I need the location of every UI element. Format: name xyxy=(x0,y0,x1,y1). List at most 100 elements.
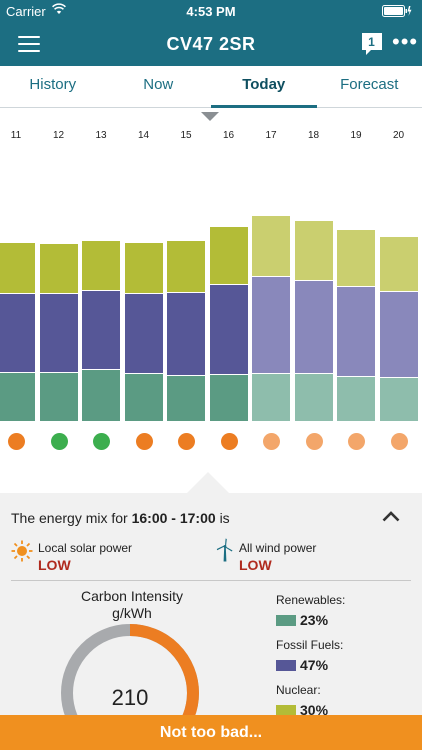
mix-heading-suffix: is xyxy=(219,510,230,526)
nuclear-segment xyxy=(0,243,35,294)
hour-label: 19 xyxy=(350,130,362,141)
tab-now[interactable]: Now xyxy=(143,76,174,93)
fossil-segment xyxy=(252,277,290,374)
battery-icon xyxy=(382,5,412,17)
renewables-segment xyxy=(82,370,120,421)
tab-bar: History Now Today Forecast xyxy=(0,66,422,108)
hour-bar[interactable] xyxy=(379,237,418,421)
hour-label: 15 xyxy=(180,130,192,141)
hour-bar[interactable] xyxy=(39,244,78,421)
fossil-segment xyxy=(82,291,120,370)
renewables-segment xyxy=(124,374,163,421)
status-bar: Carrier 4:53 PM xyxy=(0,0,422,22)
mix-label: Nuclear: xyxy=(276,683,321,697)
wind-turbine-icon xyxy=(216,538,233,562)
tab-history[interactable]: History xyxy=(29,76,77,93)
hour-bar[interactable] xyxy=(167,241,205,421)
renewables-segment xyxy=(379,378,418,421)
hour-bar[interactable] xyxy=(124,243,163,421)
page-title: CV47 2SR xyxy=(166,34,256,54)
wind-value: LOW xyxy=(239,557,272,573)
fossil-segment xyxy=(167,293,205,376)
hour-label: 12 xyxy=(52,130,65,141)
nuclear-segment xyxy=(167,241,205,293)
hour-bar[interactable] xyxy=(209,227,248,421)
hour-bar[interactable] xyxy=(294,221,333,421)
mix-heading-prefix: The energy mix for xyxy=(11,510,128,526)
solar-value: LOW xyxy=(38,557,71,573)
intensity-dot xyxy=(390,433,408,450)
divider xyxy=(11,580,411,581)
intensity-dot xyxy=(178,433,195,450)
hour-bar[interactable] xyxy=(82,241,120,421)
chevron-up-icon[interactable] xyxy=(382,510,400,522)
hour-label: 13 xyxy=(95,130,107,141)
speech-bubble-icon xyxy=(362,33,382,55)
fossil-segment xyxy=(0,294,35,373)
tab-today[interactable]: Today xyxy=(211,66,317,108)
carbon-intensity-label: Carbon Intensity xyxy=(81,588,183,604)
hour-bar[interactable] xyxy=(252,216,290,421)
renewables-segment xyxy=(337,377,375,421)
mix-percent: 23% xyxy=(300,612,329,628)
hour-bar[interactable] xyxy=(337,230,375,421)
panel-pointer xyxy=(186,472,230,494)
hour-bar[interactable] xyxy=(0,243,35,421)
mix-row-renewables: Renewables: 23% xyxy=(276,593,345,638)
carbon-intensity-unit: g/kWh xyxy=(112,605,152,621)
mix-row-nuclear: Nuclear: 30% xyxy=(276,683,345,728)
more-options-icon[interactable]: ••• xyxy=(392,29,419,54)
mix-percent: 47% xyxy=(300,657,329,673)
notification-button[interactable]: 1 xyxy=(361,32,385,56)
menu-icon[interactable] xyxy=(18,36,40,52)
mix-heading: The energy mix for 16:00 - 17:00 is xyxy=(11,510,230,526)
nuclear-segment xyxy=(337,230,375,287)
carbon-intensity-value: 210 xyxy=(111,685,149,710)
mix-label: Fossil Fuels: xyxy=(276,638,344,652)
intensity-dot xyxy=(305,433,323,450)
nav-bar: CV47 2SR 1 ••• xyxy=(0,22,422,66)
detail-panel: The energy mix for 16:00 - 17:00 is Loca… xyxy=(0,493,422,750)
intensity-dot xyxy=(135,433,153,450)
solar-label: Local solar power xyxy=(38,541,133,555)
tab-forecast[interactable]: Forecast xyxy=(340,76,399,93)
clock: 4:53 PM xyxy=(186,4,236,19)
fossil-segment xyxy=(124,294,163,374)
status-banner[interactable]: Not too bad... xyxy=(0,715,422,750)
mix-heading-period: 16:00 - 17:00 xyxy=(131,510,216,526)
intensity-dot xyxy=(8,433,25,450)
wifi-icon xyxy=(52,3,66,14)
sun-icon xyxy=(11,540,33,562)
carrier-label: Carrier xyxy=(6,4,46,19)
fossil-segment xyxy=(39,294,78,373)
fossil-segment xyxy=(379,292,418,378)
intensity-dot xyxy=(93,433,110,450)
intensity-dot xyxy=(348,433,365,450)
carbon-intensity-gauge xyxy=(61,624,199,750)
fossil-segment xyxy=(209,285,248,375)
fossil-segment xyxy=(337,287,375,377)
renewables-segment xyxy=(209,375,248,421)
mix-row-fossil: Fossil Fuels: 47% xyxy=(276,638,345,683)
notification-count: 1 xyxy=(368,35,375,49)
hour-label: 18 xyxy=(307,130,320,141)
hour-label: 17 xyxy=(265,130,277,141)
renewables-segment xyxy=(39,373,78,421)
nuclear-segment xyxy=(82,241,120,291)
fossil-swatch xyxy=(276,659,296,671)
gauge-fill xyxy=(61,624,199,750)
nuclear-segment xyxy=(294,221,333,281)
mix-label: Renewables: xyxy=(276,593,346,607)
renewables-segment xyxy=(167,376,205,421)
intensity-dot xyxy=(220,433,238,450)
nuclear-swatch xyxy=(276,704,296,716)
renewables-segment xyxy=(0,373,35,421)
hour-label: 20 xyxy=(392,130,405,141)
mix-legend: Renewables: 23% Fossil Fuels: 47% Nuclea… xyxy=(276,593,345,728)
hour-label: 14 xyxy=(137,130,150,141)
hour-label: 11 xyxy=(10,130,22,141)
nuclear-segment xyxy=(39,244,78,294)
nuclear-segment xyxy=(379,237,418,292)
intensity-dot xyxy=(263,433,280,450)
